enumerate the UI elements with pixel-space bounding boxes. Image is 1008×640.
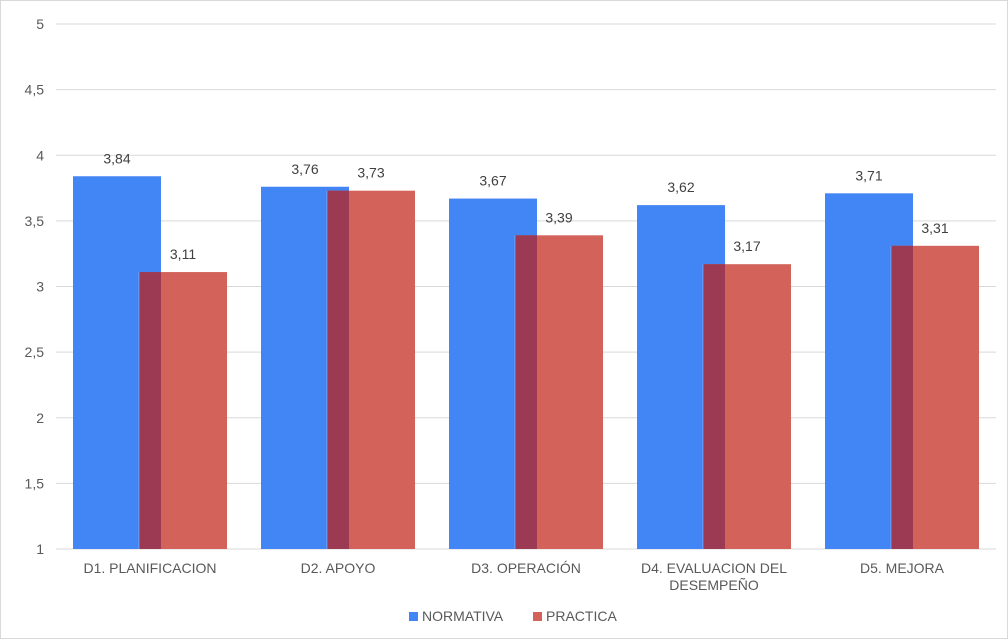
- y-tick-label: 3: [36, 279, 44, 295]
- data-labels: 3,84 3,11 3,76 3,73 3,67 3,39 3,62 3,17 3,71 3,31: [103, 150, 948, 262]
- y-tick-label: 5: [36, 16, 44, 32]
- data-label-normativa: 3,71: [855, 167, 882, 183]
- y-tick-label: 2: [36, 410, 44, 426]
- x-category-label: D2. APOYO: [301, 560, 376, 576]
- y-tick-label: 4,5: [25, 82, 45, 98]
- bar-overlap: [703, 264, 725, 549]
- y-tick-label: 2,5: [25, 344, 45, 360]
- legend-label: NORMATIVA: [422, 608, 504, 624]
- bar-overlap: [139, 272, 161, 549]
- legend-label: PRACTICA: [546, 608, 617, 624]
- data-label-normativa: 3,84: [103, 150, 130, 166]
- y-axis: 1 1,5 2 2,5 3 3,5 4 4,5 5: [25, 16, 45, 557]
- legend-swatch: [409, 612, 418, 621]
- y-tick-label: 3,5: [25, 213, 45, 229]
- data-label-practica: 3,11: [170, 246, 196, 262]
- y-tick-label: 1,5: [25, 475, 45, 491]
- x-category-label: D4. EVALUACION DEL: [641, 560, 787, 576]
- legend: NORMATIVA PRACTICA: [409, 608, 617, 624]
- data-label-practica: 3,39: [545, 209, 572, 225]
- y-tick-label: 4: [36, 147, 44, 163]
- data-label-normativa: 3,62: [667, 179, 694, 195]
- y-tick-label: 1: [36, 541, 44, 557]
- bar-overlap: [891, 245, 913, 549]
- bars: [73, 176, 979, 549]
- x-category-label: D1. PLANIFICACION: [83, 560, 216, 576]
- data-label-practica: 3,73: [357, 165, 384, 181]
- data-label-normativa: 3,76: [291, 161, 318, 177]
- legend-swatch: [533, 612, 542, 621]
- x-axis: D1. PLANIFICACION D2. APOYO D3. OPERACIÓN D…: [83, 560, 944, 593]
- bar-overlap: [327, 190, 349, 549]
- x-category-label: D5. MEJORA: [860, 560, 945, 576]
- data-label-normativa: 3,67: [479, 173, 506, 189]
- data-label-practica: 3,31: [921, 220, 948, 236]
- data-label-practica: 3,17: [733, 238, 760, 254]
- x-category-label: D3. OPERACIÓN: [471, 560, 581, 576]
- x-category-label: DESEMPEÑO: [669, 577, 759, 593]
- bar-overlap: [515, 235, 537, 549]
